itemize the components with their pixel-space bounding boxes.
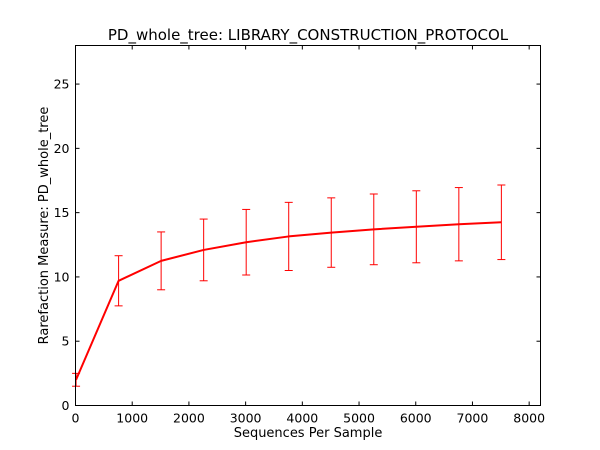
x-tick-label: 7000: [457, 411, 489, 426]
x-tick-label: 2000: [173, 411, 205, 426]
chart-title: PD_whole_tree: LIBRARY_CONSTRUCTION_PROT…: [108, 26, 509, 45]
x-tick-label: 0: [72, 411, 80, 426]
y-tick-label: 20: [54, 141, 70, 156]
x-axis-label: Sequences Per Sample: [234, 426, 383, 441]
y-tick-label: 15: [54, 205, 70, 220]
series-line: [75, 221, 502, 381]
plot-frame: [75, 45, 541, 406]
y-tick-label: 0: [62, 398, 70, 413]
x-tick-label: 6000: [400, 411, 432, 426]
chart-marks: [72, 184, 506, 387]
y-tick-label: 10: [54, 269, 70, 284]
y-axis-label: Rarefaction Measure: PD_whole_tree: [37, 107, 52, 345]
x-tick-label: 8000: [513, 411, 545, 426]
x-tick-label: 3000: [230, 411, 262, 426]
chart-ticks: 0 1000 2000 3000 4000 5000 6000 7000 8000 0 5 10 15 2…: [54, 45, 545, 426]
x-tick-label: 4000: [286, 411, 318, 426]
x-tick-label: 5000: [343, 411, 375, 426]
y-tick-label: 25: [54, 77, 70, 92]
x-tick-label: 1000: [116, 411, 148, 426]
y-tick-label: 5: [62, 334, 70, 349]
